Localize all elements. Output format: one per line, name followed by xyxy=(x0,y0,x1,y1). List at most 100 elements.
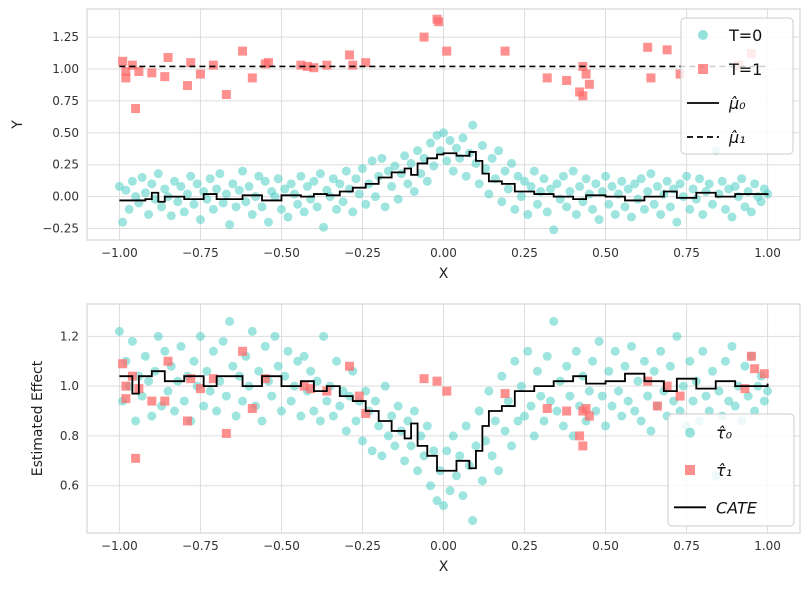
point-t0 xyxy=(481,436,491,446)
point-t0 xyxy=(549,316,559,326)
point-t1 xyxy=(542,404,552,414)
point-t1 xyxy=(500,46,510,56)
point-t0 xyxy=(254,171,264,181)
point-t0 xyxy=(539,174,549,184)
point-t1 xyxy=(221,90,231,100)
point-t0 xyxy=(607,181,617,191)
point-t0 xyxy=(552,179,562,189)
legend-label: τ̂₁ xyxy=(716,461,732,480)
x-axis-label: X xyxy=(439,266,449,282)
point-t0 xyxy=(273,174,283,184)
point-t0 xyxy=(588,204,598,214)
point-t0 xyxy=(332,204,342,214)
point-t0 xyxy=(315,169,325,179)
point-t1 xyxy=(221,428,231,438)
point-t0 xyxy=(195,331,205,341)
point-t0 xyxy=(740,361,750,371)
point-t0 xyxy=(649,199,659,209)
point-t0 xyxy=(153,169,163,179)
point-t0 xyxy=(643,391,653,401)
point-t1 xyxy=(118,359,128,369)
point-t0 xyxy=(675,179,685,189)
point-t0 xyxy=(750,179,760,189)
point-t0 xyxy=(357,436,367,446)
point-t0 xyxy=(707,199,717,209)
point-t0 xyxy=(500,426,510,436)
point-t1 xyxy=(578,441,588,451)
point-t0 xyxy=(536,391,546,401)
point-t0 xyxy=(315,416,325,426)
point-t0 xyxy=(403,179,413,189)
point-t0 xyxy=(114,181,124,191)
point-t0 xyxy=(484,189,494,199)
point-t1 xyxy=(419,32,429,42)
point-t1 xyxy=(238,46,248,56)
point-t0 xyxy=(623,396,633,406)
point-t0 xyxy=(170,176,180,186)
point-t1 xyxy=(652,401,662,411)
x-tick-label: 0.50 xyxy=(592,539,619,553)
point-t0 xyxy=(445,486,455,496)
point-t0 xyxy=(442,156,452,166)
point-t0 xyxy=(698,209,708,219)
point-t0 xyxy=(633,376,643,386)
point-t0 xyxy=(413,466,423,476)
point-t0 xyxy=(370,396,380,406)
point-t0 xyxy=(225,220,235,230)
point-t0 xyxy=(231,202,241,212)
point-t0 xyxy=(458,133,468,143)
point-t0 xyxy=(471,441,481,451)
point-t0 xyxy=(312,376,322,386)
point-t1 xyxy=(121,73,131,83)
point-t0 xyxy=(309,406,319,416)
point-t1 xyxy=(578,91,588,101)
point-t0 xyxy=(293,199,303,209)
x-tick-label: −1.00 xyxy=(101,539,138,553)
point-t0 xyxy=(186,171,196,181)
x-tick-label: 1.00 xyxy=(754,539,781,553)
point-t0 xyxy=(571,209,581,219)
point-t0 xyxy=(750,406,760,416)
y-axis-label: Estimated Effect xyxy=(30,360,46,476)
point-t0 xyxy=(354,189,364,199)
point-t0 xyxy=(633,194,643,204)
point-t0 xyxy=(170,406,180,416)
point-t0 xyxy=(617,176,627,186)
point-t0 xyxy=(562,361,572,371)
point-t0 xyxy=(176,341,186,351)
point-t0 xyxy=(581,174,591,184)
point-t0 xyxy=(594,336,604,346)
point-t1 xyxy=(208,374,218,384)
point-t0 xyxy=(231,411,241,421)
point-t0 xyxy=(695,174,705,184)
x-tick-label: 1.00 xyxy=(754,246,781,260)
point-t0 xyxy=(474,179,484,189)
point-t0 xyxy=(218,336,228,346)
point-t1 xyxy=(195,384,205,394)
point-t0 xyxy=(192,179,202,189)
point-t0 xyxy=(682,171,692,181)
point-t0 xyxy=(675,406,685,416)
point-t0 xyxy=(442,446,452,456)
point-t0 xyxy=(652,181,662,191)
x-axis-label: X xyxy=(439,559,449,575)
point-t1 xyxy=(584,411,594,421)
point-t0 xyxy=(614,386,624,396)
point-t0 xyxy=(286,396,296,406)
point-t0 xyxy=(189,356,199,366)
point-t0 xyxy=(435,146,445,156)
point-t0 xyxy=(720,356,730,366)
x-tick-label: −0.25 xyxy=(344,246,381,260)
point-t0 xyxy=(387,181,397,191)
point-t0 xyxy=(367,446,377,456)
point-t1 xyxy=(646,73,656,83)
point-t0 xyxy=(448,166,458,176)
point-t0 xyxy=(276,406,286,416)
point-t0 xyxy=(672,331,682,341)
point-t0 xyxy=(558,421,568,431)
point-t0 xyxy=(319,222,329,232)
point-t1 xyxy=(348,60,358,70)
point-t0 xyxy=(503,184,513,194)
point-t0 xyxy=(351,416,361,426)
point-t1 xyxy=(432,376,442,386)
